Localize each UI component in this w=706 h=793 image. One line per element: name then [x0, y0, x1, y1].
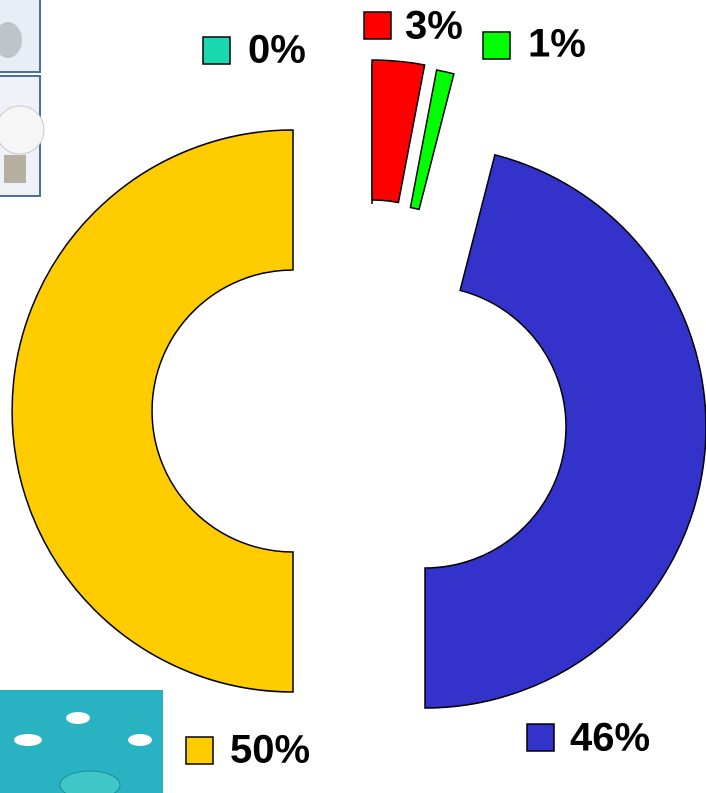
- legend-swatch: [203, 37, 230, 64]
- legend-swatch: [483, 32, 510, 59]
- donut-slice: [425, 155, 706, 708]
- cartoon-image: [0, 690, 163, 793]
- value-label: 50%: [230, 728, 310, 772]
- value-label: 46%: [570, 716, 650, 760]
- bulb-images: [0, 0, 44, 196]
- legend-swatch: [186, 737, 213, 764]
- value-label: 0%: [248, 28, 306, 72]
- value-label: 3%: [405, 4, 463, 48]
- donut-slice: [12, 130, 293, 692]
- legend-swatch: [364, 12, 391, 39]
- value-label: 1%: [528, 22, 586, 66]
- chart: 0% 3% 1% 46% 50%: [0, 0, 706, 793]
- legend-swatch: [527, 724, 554, 751]
